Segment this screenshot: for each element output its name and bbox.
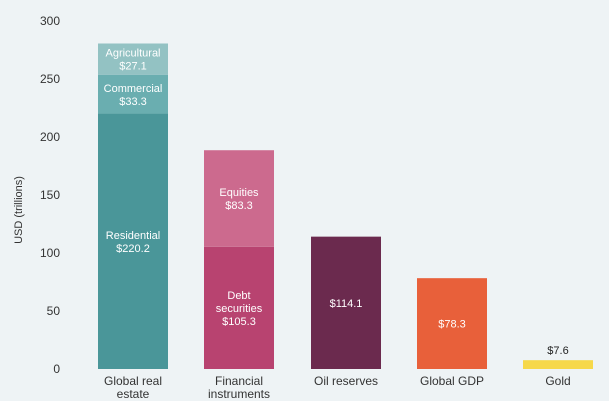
bar-segment — [98, 74, 168, 114]
bar-data-label: Agricultural $27.1 — [105, 48, 160, 73]
y-tick-label: 250 — [40, 72, 60, 86]
y-tick-label: 150 — [40, 188, 60, 202]
bar-data-label: Equities $83.3 — [219, 187, 259, 212]
bar-segment — [204, 246, 274, 369]
bar-segment — [98, 43, 168, 75]
bar-data-label: $114.1 — [330, 298, 363, 310]
x-category-label: Global real estate — [104, 374, 162, 401]
bar-data-label: $78.3 — [438, 319, 466, 331]
y-axis-title: USD (trillions) — [13, 176, 25, 244]
x-category-label: Global GDP — [420, 374, 484, 388]
bar-segment — [417, 278, 487, 369]
x-category-label: Oil reserves — [314, 374, 378, 388]
bar-data-label: $7.6 — [547, 345, 568, 357]
x-category-label: Gold — [545, 374, 570, 388]
y-axis-ticks: 0 50 100 150 200 250 300 — [40, 14, 60, 376]
x-category-label: Financial instruments — [208, 374, 270, 401]
y-tick-label: 200 — [40, 130, 60, 144]
bars: Residential $220.2 Commercial $33.3 Agricult… — [98, 43, 593, 370]
bar-data-label: Commercial $33.3 — [104, 83, 163, 108]
y-tick-label: 300 — [40, 14, 60, 28]
bar-segment — [523, 360, 593, 369]
y-tick-label: 0 — [53, 362, 60, 376]
bar-segment — [204, 150, 274, 247]
bar-segment — [311, 236, 381, 369]
bar-data-label: Residential $220.2 — [106, 230, 160, 255]
y-tick-label: 50 — [47, 304, 61, 318]
bar-data-label: Debt securities $105.3 — [216, 290, 263, 328]
y-tick-label: 100 — [40, 246, 60, 260]
x-axis-labels: Global real estate Financial instruments Oil… — [104, 374, 571, 401]
bar-segment — [98, 113, 168, 370]
